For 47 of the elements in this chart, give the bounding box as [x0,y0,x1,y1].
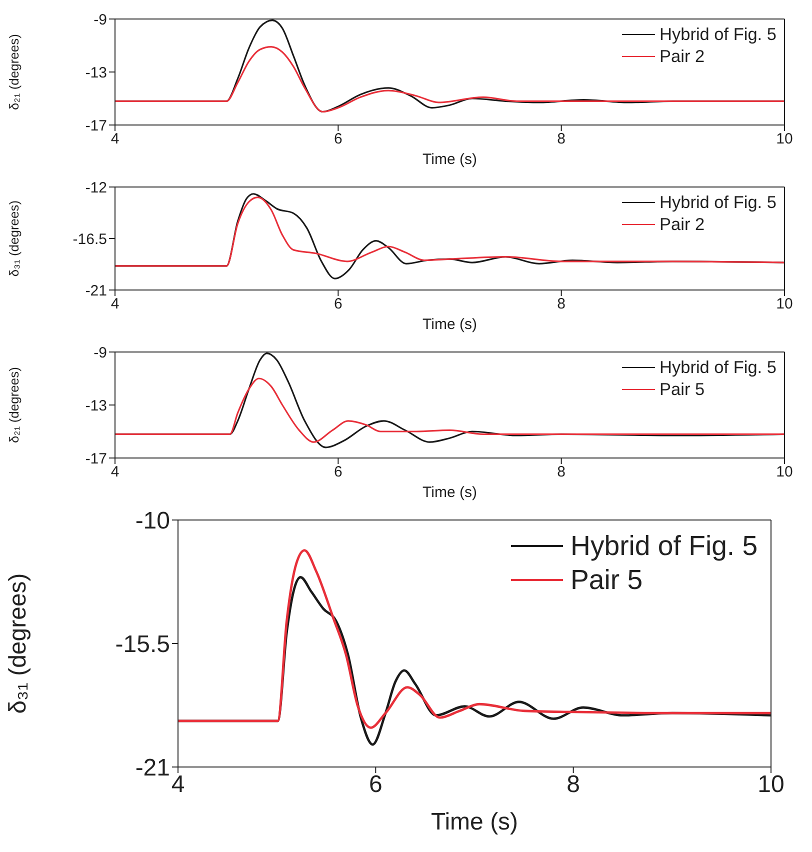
y-tick-label: -9 [94,344,107,362]
y-axis-title: δ₂₁ (degrees) [6,34,22,110]
x-tick-label: 10 [776,130,793,148]
legend-label: Hybrid of Fig. 5 [660,24,776,46]
x-tick-label: 8 [557,296,566,313]
y-tick-label: -16.5 [72,230,107,248]
x-tick-label: 4 [110,130,120,148]
x-tick-label: 8 [557,464,566,481]
legend-label: Hybrid of Fig. 5 [660,357,776,379]
x-tick-label: 4 [171,771,185,798]
line-series [115,46,784,113]
x-tick-label: 6 [368,771,382,798]
x-axis-title: Time (s) [422,316,477,333]
x-tick-label: 10 [758,771,784,798]
x-axis-title: Time (s) [422,151,477,168]
y-tick-label: -17 [85,450,107,468]
y-tick-label: -21 [135,754,170,782]
x-tick-label: 4 [110,296,120,313]
y-tick-label: -13 [85,64,107,82]
y-tick-label: -15.5 [115,631,170,658]
legend-label: Hybrid of Fig. 5 [660,192,776,214]
x-axis-title: Time (s) [430,808,518,836]
x-axis-title: Time (s) [422,484,477,501]
x-tick-label: 10 [776,464,793,481]
y-tick-label: -17 [85,117,107,134]
legend-label: Pair 2 [660,214,705,236]
x-tick-label: 8 [557,130,566,148]
legend-label: Pair 5 [570,563,643,598]
legend-label: Pair 5 [660,378,705,400]
y-tick-label: -10 [135,508,170,535]
x-tick-label: 8 [566,771,580,798]
y-tick-label: -21 [85,282,107,300]
x-tick-label: 10 [776,296,793,313]
y-tick-label: -12 [85,179,107,196]
line-series [115,378,784,443]
x-tick-label: 4 [110,464,120,481]
x-tick-label: 6 [334,296,342,313]
line-series [115,196,784,267]
y-axis-title: δ₃₁ (degrees) [4,573,32,714]
legend-label: Hybrid of Fig. 5 [570,528,758,563]
y-axis-title: δ₃₁ (degrees) [6,200,22,277]
y-tick-label: -9 [94,11,107,28]
x-tick-label: 6 [334,130,342,148]
y-tick-label: -13 [85,397,107,414]
y-axis-title: δ₂₁ (degrees) [6,367,22,443]
x-tick-label: 6 [334,464,342,481]
legend-label: Pair 2 [660,46,705,68]
